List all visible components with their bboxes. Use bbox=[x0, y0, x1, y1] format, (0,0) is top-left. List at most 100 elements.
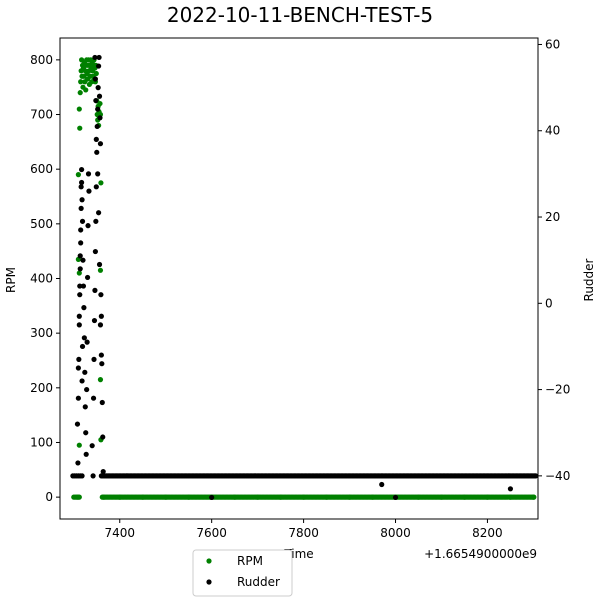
data-point-rudder bbox=[379, 481, 385, 488]
y-tick-label: 500 bbox=[30, 217, 53, 231]
data-point-rudder bbox=[97, 141, 104, 147]
data-point-rudder bbox=[94, 149, 100, 155]
data-point-rudder bbox=[96, 210, 102, 216]
data-point-rpm bbox=[93, 70, 99, 77]
data-point-rudder bbox=[533, 473, 539, 479]
axes: 7400 7600 7800 8000 820001002003004005006007… bbox=[30, 37, 570, 540]
x-offset-label: +1.6654900000e9 bbox=[424, 547, 537, 561]
data-point-rudder bbox=[77, 253, 83, 259]
data-point-rudder bbox=[95, 85, 101, 91]
plot-frame bbox=[59, 37, 539, 520]
legend-marker-rpm bbox=[206, 558, 212, 564]
series-rpm bbox=[71, 57, 537, 500]
y-tick-label: 100 bbox=[30, 435, 53, 449]
data-point-rudder bbox=[100, 468, 106, 475]
chart-title: 2022-10-11-BENCH-TEST-5 bbox=[167, 3, 433, 27]
data-point-rudder bbox=[96, 54, 102, 61]
y-tick-label: 300 bbox=[30, 326, 53, 340]
y-tick-label: 600 bbox=[30, 162, 53, 176]
y2-axis-label: Rudder bbox=[582, 258, 596, 301]
data-point-rpm bbox=[77, 90, 83, 96]
data-point-rudder bbox=[81, 335, 87, 341]
data-point-rudder bbox=[92, 248, 98, 255]
y-tick-label: 700 bbox=[30, 108, 53, 122]
data-point-rudder bbox=[98, 313, 104, 319]
y2-tick-label: 40 bbox=[545, 124, 560, 138]
data-point-rudder bbox=[99, 399, 105, 406]
data-point-rudder bbox=[100, 434, 106, 440]
data-point-rudder bbox=[79, 218, 86, 224]
y2-tick-label: −20 bbox=[545, 383, 570, 397]
data-point-rudder bbox=[78, 205, 84, 211]
data-point-rudder bbox=[97, 115, 103, 121]
data-point-rudder bbox=[84, 339, 90, 345]
x-tick-label: 7800 bbox=[288, 526, 319, 540]
y-tick-label: 400 bbox=[30, 272, 53, 286]
data-point-rpm bbox=[461, 494, 468, 500]
data-point-rpm bbox=[97, 267, 104, 273]
data-point-rpm bbox=[101, 494, 107, 500]
data-point-rpm bbox=[76, 494, 82, 500]
legend-label-rudder: Rudder bbox=[237, 575, 280, 589]
data-point-rudder bbox=[96, 93, 103, 99]
y-tick-label: 800 bbox=[30, 53, 53, 67]
data-point-rudder bbox=[85, 171, 92, 177]
data-point-rudder bbox=[95, 106, 101, 112]
data-point-rudder bbox=[77, 266, 83, 272]
data-point-rudder bbox=[85, 223, 91, 229]
data-point-rudder bbox=[95, 171, 101, 177]
data-point-rpm bbox=[369, 494, 376, 500]
data-point-rpm bbox=[117, 494, 123, 500]
data-point-rudder bbox=[89, 443, 95, 449]
data-point-rudder bbox=[84, 386, 90, 393]
data-point-rudder bbox=[392, 494, 399, 501]
data-point-rudder bbox=[79, 473, 85, 479]
data-point-rudder bbox=[92, 287, 98, 293]
data-point-rudder bbox=[75, 365, 81, 371]
data-point-rudder bbox=[92, 54, 98, 61]
data-point-rudder bbox=[79, 197, 85, 203]
data-point-rudder bbox=[78, 240, 84, 246]
data-point-rudder bbox=[93, 184, 99, 190]
y-tick-label: 0 bbox=[45, 490, 53, 504]
data-point-rpm bbox=[255, 494, 261, 500]
data-point-rudder bbox=[79, 343, 86, 350]
data-point-rudder bbox=[98, 292, 104, 298]
data-point-rudder bbox=[209, 494, 215, 501]
data-point-rpm bbox=[186, 494, 192, 500]
data-point-rpm bbox=[415, 494, 422, 500]
data-point-rudder bbox=[78, 227, 84, 233]
y-tick-label: 200 bbox=[30, 381, 53, 395]
data-point-rudder bbox=[76, 313, 82, 319]
data-point-rpm bbox=[507, 494, 514, 500]
data-point-rpm bbox=[97, 377, 104, 383]
data-point-rudder bbox=[76, 356, 82, 362]
data-point-rudder bbox=[82, 404, 88, 410]
data-point-rudder bbox=[75, 460, 81, 466]
legend-label-rpm: RPM bbox=[237, 554, 263, 568]
data-point-rpm bbox=[163, 494, 169, 500]
x-tick-label: 7600 bbox=[196, 526, 227, 540]
data-point-rpm bbox=[76, 106, 82, 112]
data-point-rpm bbox=[300, 494, 307, 500]
data-point-rudder bbox=[79, 378, 85, 384]
y-axis-label: RPM bbox=[4, 267, 18, 293]
series-rudder bbox=[70, 54, 539, 501]
data-point-rudder bbox=[91, 317, 98, 324]
x-tick-label: 7400 bbox=[104, 526, 135, 540]
y2-tick-label: 60 bbox=[545, 37, 560, 51]
data-point-rudder bbox=[90, 473, 96, 479]
data-point-rpm bbox=[232, 494, 238, 500]
data-point-rudder bbox=[82, 369, 88, 375]
data-point-rudder bbox=[86, 188, 92, 194]
data-point-rpm bbox=[484, 494, 491, 500]
data-point-rudder bbox=[79, 166, 85, 173]
data-point-rpm bbox=[438, 494, 445, 500]
legend-marker-rudder bbox=[206, 579, 212, 585]
data-point-rudder bbox=[93, 97, 99, 104]
data-point-rpm bbox=[278, 494, 284, 500]
data-point-rudder bbox=[96, 261, 103, 268]
data-point-rudder bbox=[74, 421, 81, 427]
data-point-rpm bbox=[76, 270, 82, 276]
